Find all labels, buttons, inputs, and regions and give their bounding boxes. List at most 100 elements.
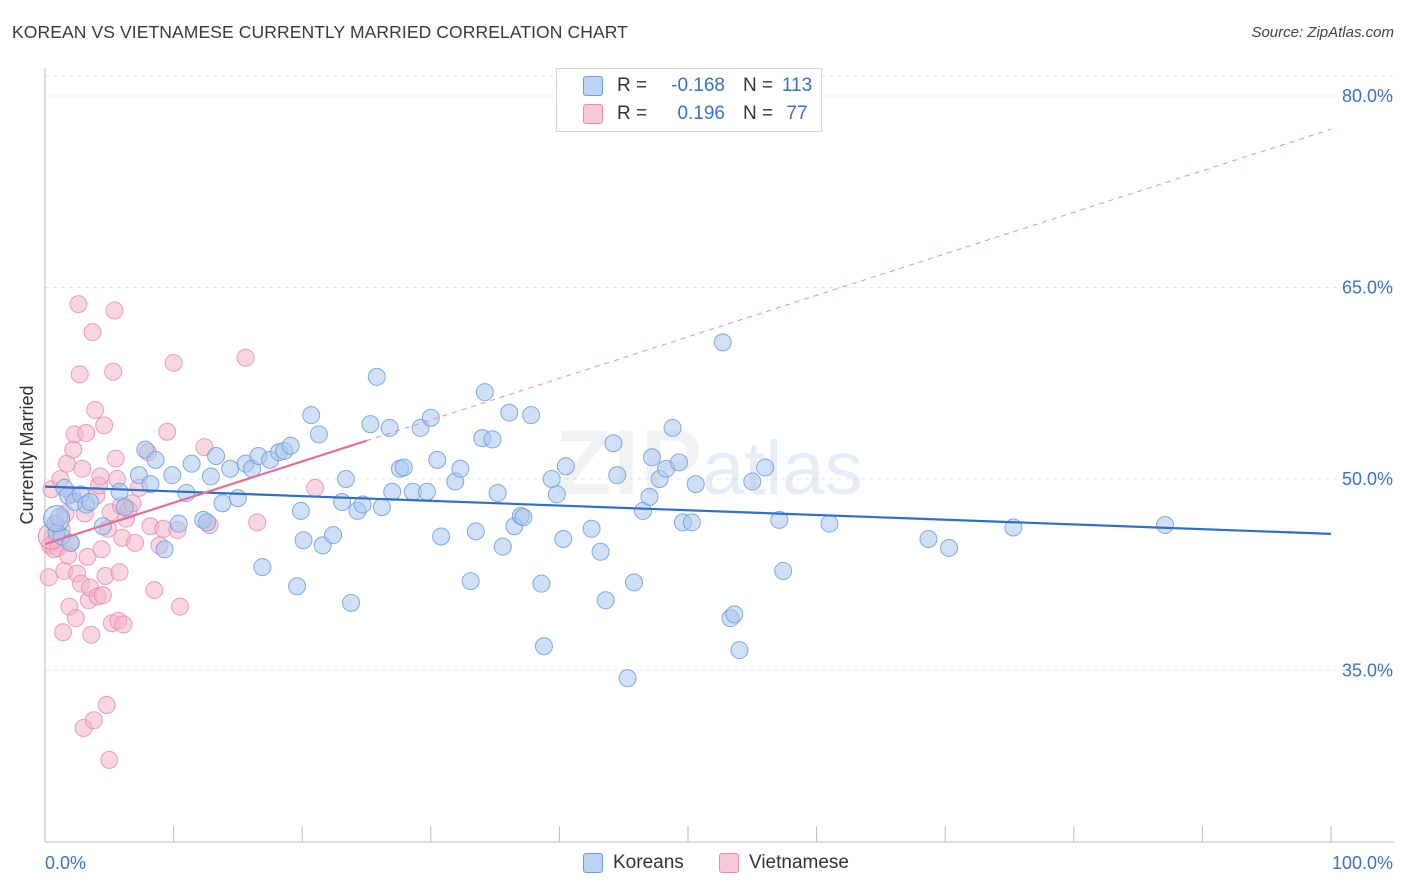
korean-point	[428, 450, 447, 469]
korean-point	[333, 492, 352, 511]
korean-point	[774, 561, 793, 580]
vietnamese-point	[66, 609, 85, 628]
vietnamese-point	[97, 695, 116, 714]
korean-point	[163, 466, 182, 485]
vietnamese-r-value: 0.196	[677, 103, 725, 124]
korean-point	[146, 450, 165, 469]
vietnamese-swatch	[583, 104, 603, 124]
y-tick-label: 35.0%	[1342, 661, 1393, 681]
korean-point	[342, 593, 361, 612]
korean-point	[353, 495, 372, 514]
grid-lines	[45, 75, 1394, 671]
korean-point	[596, 591, 615, 610]
korean-point	[743, 472, 762, 491]
korean-point	[421, 408, 440, 427]
korean-point	[686, 475, 705, 494]
vietnamese-point	[70, 365, 89, 384]
vietnamese-trend-line	[44, 439, 367, 546]
vietnamese-point	[164, 353, 183, 372]
korean-point	[475, 383, 494, 402]
korean-point	[940, 538, 959, 557]
korean-point	[201, 467, 220, 486]
bottom-legend-vietnamese: Vietnamese	[719, 852, 849, 874]
korean-point	[198, 513, 217, 532]
korean-point	[582, 519, 601, 538]
korean-point	[730, 641, 749, 660]
axis-labels: 35.0% 50.0% 65.0% 80.0% 0.0% 100.0% Currently …	[17, 86, 1393, 873]
korean-point	[604, 434, 623, 453]
vietnamese-point	[95, 416, 114, 435]
korean-point-cluster	[43, 505, 71, 533]
korean-point	[324, 526, 343, 545]
vietnamese-point	[158, 422, 177, 441]
korean-point	[141, 475, 160, 494]
korean-point	[663, 418, 682, 437]
axes	[44, 68, 1394, 843]
korean-point	[50, 508, 69, 527]
y-tick-label: 50.0%	[1342, 469, 1393, 489]
vietnamese-point	[93, 586, 112, 605]
vietnamese-n-value: 77	[786, 103, 808, 124]
vietnamese-point	[104, 362, 123, 381]
korean-point	[514, 508, 533, 527]
korean-point	[294, 531, 313, 550]
vietnamese-trend-extension	[366, 128, 1332, 442]
watermark: ZIP atlas	[555, 412, 863, 514]
bottom-vietnamese-label: Vietnamese	[749, 852, 849, 873]
korean-swatch	[583, 76, 603, 96]
trend-lines	[44, 128, 1332, 546]
vietnamese-point	[69, 295, 88, 314]
vietnamese-point	[114, 615, 133, 634]
korean-point	[451, 459, 470, 478]
korean-n-label: N =	[743, 75, 774, 96]
korean-point	[556, 457, 575, 476]
vietnamese-point	[82, 625, 101, 644]
korean-point	[713, 333, 732, 352]
korean-point	[770, 510, 789, 529]
korean-point	[288, 577, 307, 596]
vietnamese-point	[39, 568, 58, 587]
vietnamese-point	[54, 623, 73, 642]
korean-point	[417, 482, 436, 501]
korean-point	[534, 637, 553, 656]
korean-point	[542, 470, 561, 488]
vietnamese-point	[78, 547, 97, 566]
korean-point	[483, 430, 502, 449]
vietnamese-point	[145, 581, 164, 600]
vietnamese-point	[77, 424, 96, 443]
vietnamese-point	[86, 401, 105, 420]
korean-trend-line	[44, 485, 1332, 535]
korean-point	[522, 406, 541, 425]
korean-point	[500, 403, 519, 422]
y-tick-label: 80.0%	[1342, 86, 1393, 106]
korean-point	[281, 436, 300, 455]
korean-point	[336, 470, 355, 488]
korean-point	[155, 540, 174, 559]
korean-point	[756, 458, 775, 477]
korean-point	[725, 605, 744, 624]
vietnamese-point	[248, 513, 267, 532]
korean-point	[61, 533, 80, 552]
legend-row-vietnamese: R = 0.196 N = 77	[583, 101, 817, 127]
y-tick-label: 65.0%	[1342, 278, 1393, 298]
vietnamese-point	[105, 301, 124, 320]
bottom-korean-label: Koreans	[613, 852, 684, 873]
vietnamese-point	[91, 467, 110, 486]
korean-point	[367, 367, 386, 386]
vietnamese-r-label: R =	[617, 103, 648, 124]
x-tick-label-max: 100.0%	[1332, 853, 1393, 873]
y-axis-title: Currently Married	[17, 385, 37, 524]
korean-point	[291, 501, 310, 520]
korean-point	[591, 542, 610, 561]
bottom-legend-korean: Koreans	[583, 852, 684, 874]
korean-point	[432, 527, 451, 546]
vietnamese-point	[64, 440, 83, 459]
korean-r-value: -0.168	[671, 75, 725, 96]
vietnamese-point	[83, 323, 102, 342]
korean-point	[532, 574, 551, 593]
korean-point	[640, 487, 659, 506]
korean-point	[488, 484, 507, 503]
korean-point	[624, 573, 643, 592]
vietnamese-point	[236, 348, 255, 367]
korean-point	[919, 530, 938, 549]
